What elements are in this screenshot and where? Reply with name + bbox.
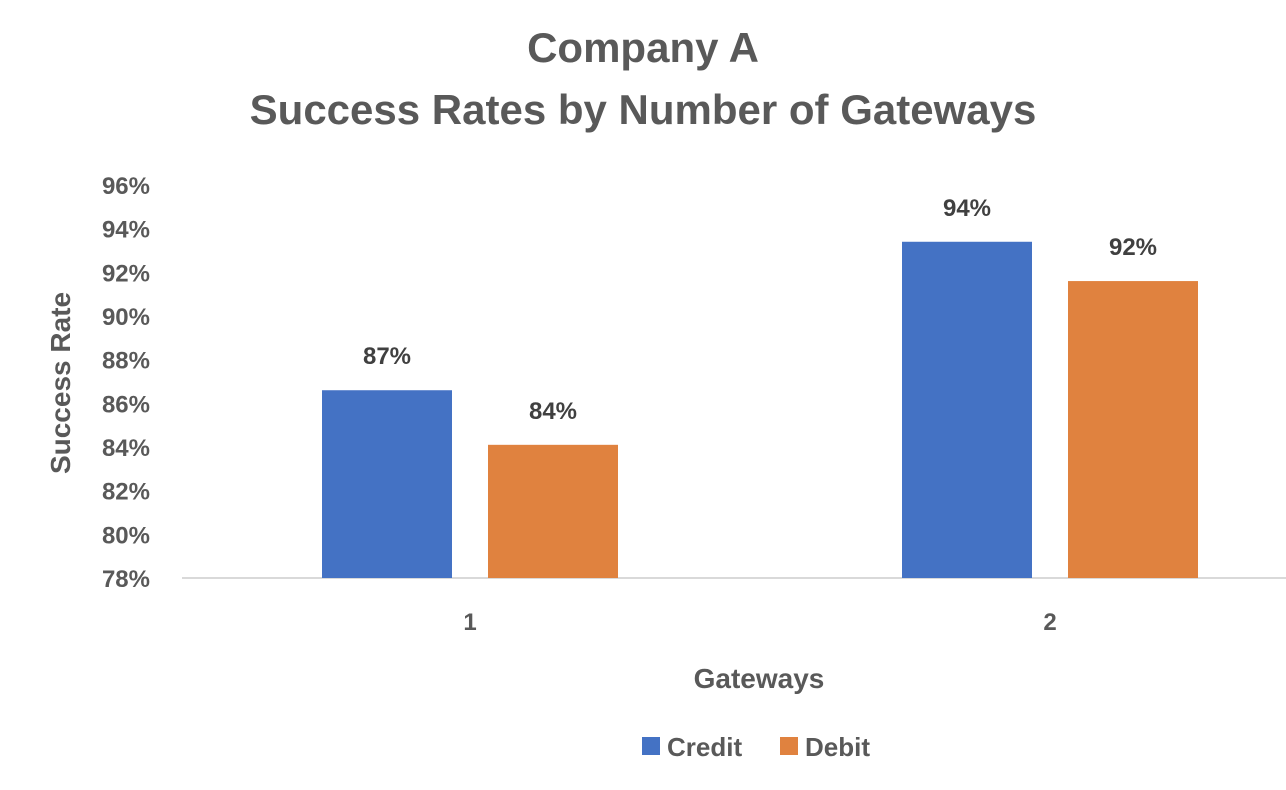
legend-swatch-debit: [780, 737, 798, 755]
chart-title-line-2: Success Rates by Number of Gateways: [249, 86, 1037, 133]
y-tick-label: 80%: [102, 522, 150, 549]
bar-credit-2: [902, 241, 1032, 578]
y-tick-label: 84%: [102, 435, 150, 462]
bar-debit-1: [488, 444, 618, 578]
y-tick-label: 78%: [102, 566, 150, 593]
x-axis-title: Gateways: [694, 663, 825, 694]
y-axis-title: Success Rate: [45, 292, 76, 474]
data-label-debit-1: 84%: [529, 398, 577, 425]
legend-swatch-credit: [642, 737, 660, 755]
y-tick-label: 82%: [102, 479, 150, 506]
data-label-credit-2: 94%: [943, 195, 991, 222]
data-label-credit-1: 87%: [363, 343, 411, 370]
bars-group: [322, 241, 1198, 578]
legend-label-debit: Debit: [805, 732, 870, 762]
legend-label-credit: Credit: [667, 732, 742, 762]
chart-title-line-1: Company A: [527, 24, 759, 71]
y-tick-label: 86%: [102, 391, 150, 418]
x-tick-label: 1: [463, 609, 476, 636]
bar-credit-1: [322, 390, 452, 578]
data-label-debit-2: 92%: [1109, 234, 1157, 261]
y-tick-label: 92%: [102, 260, 150, 287]
legend: Credit Debit: [642, 732, 870, 762]
y-tick-label: 94%: [102, 217, 150, 244]
y-tick-label: 90%: [102, 304, 150, 331]
x-tick-label: 2: [1043, 609, 1056, 636]
bar-debit-2: [1068, 281, 1198, 578]
y-tick-label: 96%: [102, 173, 150, 200]
y-axis-ticks: 78% 80% 82% 84% 86% 88% 90% 92% 94% 96%: [102, 173, 150, 593]
data-labels-group: 87% 84% 94% 92%: [363, 195, 1157, 425]
y-tick-label: 88%: [102, 348, 150, 375]
